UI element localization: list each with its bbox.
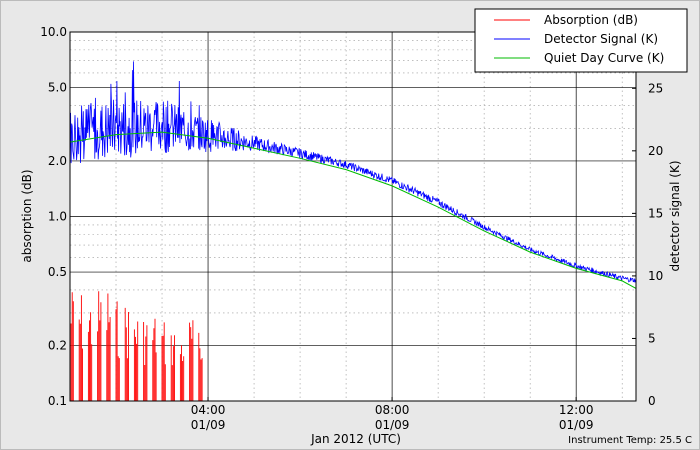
- left-tick-label: 0.2: [48, 338, 67, 352]
- right-tick-label: 15: [648, 206, 663, 220]
- right-tick-label: 25: [648, 81, 663, 95]
- x-tick-date-label: 01/09: [375, 418, 410, 432]
- right-tick-label: 5: [648, 331, 656, 345]
- left-tick-label: 5.0: [48, 81, 67, 95]
- left-axis-label: absorption (dB): [20, 169, 34, 262]
- axes: 04:0001/0908:0001/0912:0001/0916:0001/09…: [40, 25, 663, 432]
- x-axis-label: Jan 2012 (UTC): [310, 432, 401, 446]
- plot-border: [69, 31, 637, 402]
- left-tick-label: 0.1: [48, 394, 67, 408]
- right-tick-label: 0: [648, 394, 656, 408]
- legend-label: Quiet Day Curve (K): [544, 51, 664, 65]
- right-tick-label: 10: [648, 269, 663, 283]
- left-tick-label: 2.0: [48, 154, 67, 168]
- x-tick-time-label: 08:00: [375, 403, 410, 417]
- legend-label: Absorption (dB): [544, 13, 638, 27]
- x-tick-time-label: 12:00: [559, 403, 594, 417]
- instrument-temp: Instrument Temp: 25.5 C: [568, 435, 692, 446]
- left-tick-label: 0.5: [48, 265, 67, 279]
- legend-label: Detector Signal (K): [544, 32, 658, 46]
- legend: Absorption (dB) Detector Signal (K) Quiet …: [474, 8, 688, 73]
- x-tick-date-label: 01/09: [559, 418, 594, 432]
- x-tick-time-label: 04:00: [191, 403, 226, 417]
- left-tick-label: 10.0: [40, 25, 67, 39]
- left-tick-label: 1.0: [48, 210, 67, 224]
- right-axis-label: detector signal (K): [668, 160, 682, 271]
- right-tick-label: 20: [648, 144, 663, 158]
- x-tick-date-label: 01/09: [191, 418, 226, 432]
